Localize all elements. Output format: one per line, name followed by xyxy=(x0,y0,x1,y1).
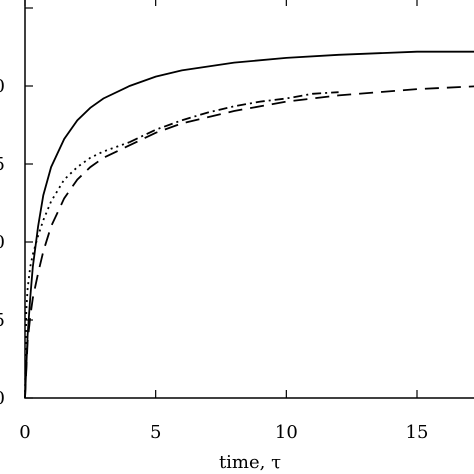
series-line-dashdot-2 xyxy=(129,91,339,144)
y-tick-label: 5 xyxy=(0,310,5,331)
x-axis-label: time, τ xyxy=(219,452,281,473)
x-axis-ticks: 0 5 10 15 xyxy=(19,0,428,443)
series-layer xyxy=(24,50,474,399)
plot-area xyxy=(24,0,474,399)
x-tick-label: 15 xyxy=(406,422,429,443)
series-line-dashed-3 xyxy=(24,85,474,399)
series-line-solid-0 xyxy=(24,50,474,399)
x-tick-label: 10 xyxy=(275,422,298,443)
y-tick-label: 5 xyxy=(0,154,5,175)
y-tick-label: 0 xyxy=(0,232,5,253)
y-axis-ticks: 0 5 0 5 0 xyxy=(0,7,33,409)
plot-frame xyxy=(24,0,474,399)
series-line-dotted-1 xyxy=(24,141,130,399)
x-tick-label: 0 xyxy=(19,422,30,443)
y-tick-label: 0 xyxy=(0,76,5,97)
y-tick-label: 0 xyxy=(0,388,5,409)
x-tick-label: 5 xyxy=(150,422,161,443)
